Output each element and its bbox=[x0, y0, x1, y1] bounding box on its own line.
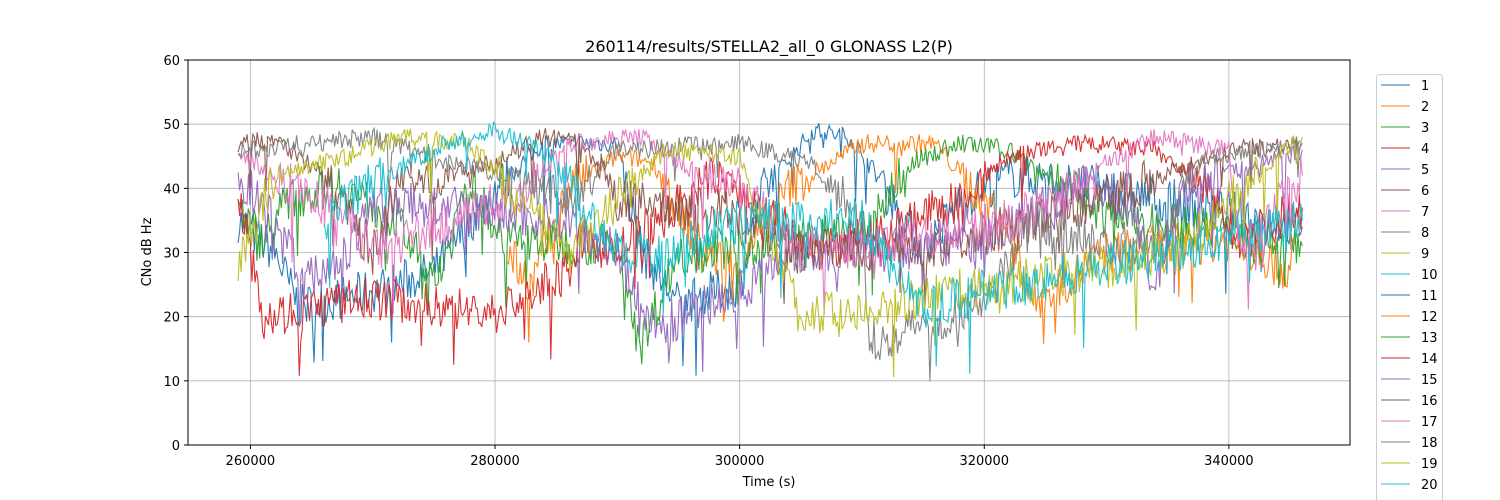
legend-label-6: 6 bbox=[1421, 184, 1429, 199]
legend-label-2: 2 bbox=[1421, 100, 1429, 115]
y-tick-label: 40 bbox=[163, 182, 180, 197]
series-4-line bbox=[237, 133, 1303, 376]
legend-box bbox=[1376, 74, 1443, 500]
y-tick-label: 0 bbox=[172, 439, 180, 454]
series-6-line bbox=[237, 128, 1303, 306]
series-8-line bbox=[237, 126, 1303, 382]
x-tick-label: 340000 bbox=[1204, 454, 1254, 469]
series-5-line bbox=[237, 140, 1303, 373]
legend-label-11: 11 bbox=[1421, 289, 1438, 304]
legend-label-16: 16 bbox=[1421, 394, 1438, 409]
y-tick-label: 20 bbox=[163, 311, 180, 326]
chart-title: 260114/results/STELLA2_all_0 GLONASS L2(… bbox=[585, 37, 953, 57]
legend: 123456789101112131415161718192021 bbox=[1376, 74, 1443, 500]
legend-label-18: 18 bbox=[1421, 436, 1438, 451]
y-tick-label: 10 bbox=[163, 375, 180, 390]
y-tick-label: 30 bbox=[163, 247, 180, 262]
legend-label-1: 1 bbox=[1421, 79, 1429, 94]
x-tick-label: 300000 bbox=[715, 454, 765, 469]
series-10-line bbox=[323, 120, 1303, 374]
legend-label-13: 13 bbox=[1421, 331, 1438, 346]
y-axis-label: CNo dB Hz bbox=[140, 217, 155, 286]
series-7-line bbox=[238, 128, 1303, 315]
legend-label-5: 5 bbox=[1421, 163, 1429, 178]
series-lines bbox=[237, 120, 1303, 382]
y-tick-label: 60 bbox=[163, 54, 180, 69]
legend-label-10: 10 bbox=[1421, 268, 1438, 283]
series-2-line bbox=[506, 134, 1303, 344]
x-axis-label: Time (s) bbox=[742, 475, 796, 490]
ticks: 260000 280000 300000 320000 340000 0 10 20 30 40 5… bbox=[163, 54, 1253, 469]
x-tick-label: 280000 bbox=[470, 454, 520, 469]
legend-label-17: 17 bbox=[1421, 415, 1438, 430]
x-tick-label: 320000 bbox=[959, 454, 1009, 469]
legend-label-19: 19 bbox=[1421, 457, 1438, 472]
legend-label-3: 3 bbox=[1421, 121, 1429, 136]
legend-label-8: 8 bbox=[1421, 226, 1429, 241]
legend-label-14: 14 bbox=[1421, 352, 1438, 367]
x-tick-label: 260000 bbox=[226, 454, 276, 469]
legend-label-7: 7 bbox=[1421, 205, 1429, 220]
legend-label-4: 4 bbox=[1421, 142, 1429, 157]
legend-label-20: 20 bbox=[1421, 478, 1438, 493]
y-tick-label: 50 bbox=[163, 118, 180, 133]
legend-label-15: 15 bbox=[1421, 373, 1438, 388]
legend-label-12: 12 bbox=[1421, 310, 1438, 325]
legend-label-9: 9 bbox=[1421, 247, 1429, 262]
